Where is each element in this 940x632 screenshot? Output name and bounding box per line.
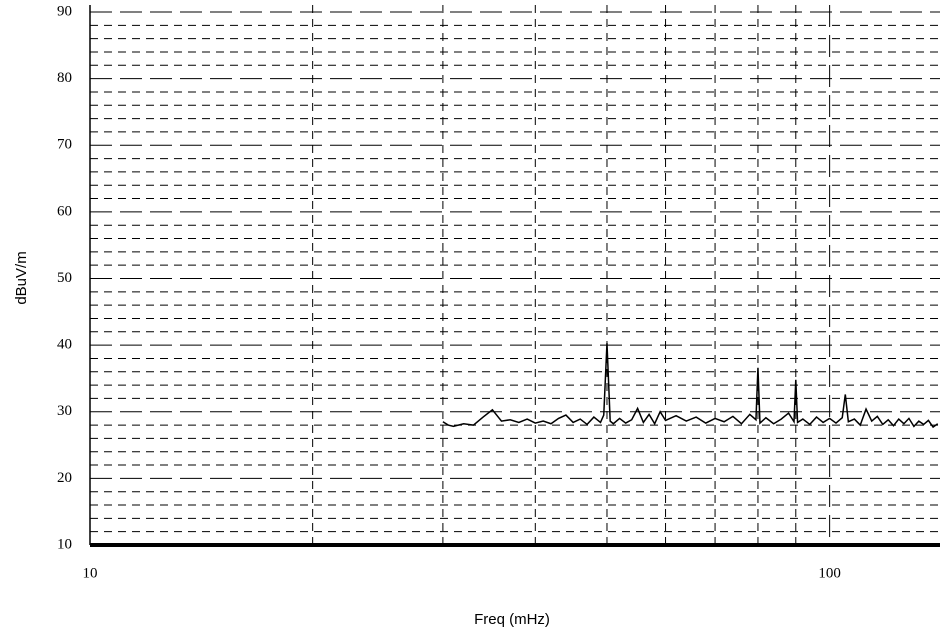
y-tick-label: 70 [57, 137, 72, 153]
y-tick-label: 80 [57, 70, 72, 86]
y-tick-label: 20 [57, 470, 72, 486]
y-tick-label: 90 [57, 3, 72, 19]
y-tick-label: 40 [57, 337, 72, 353]
y-tick-label: 30 [57, 403, 72, 419]
x-tick-label: 10 [83, 565, 98, 581]
y-tick-label: 10 [57, 536, 72, 552]
y-tick-label: 60 [57, 203, 72, 219]
y-axis-title: dBuV/m [13, 251, 30, 304]
x-axis-title: Freq (mHz) [474, 611, 550, 628]
x-tick-label: 100 [818, 565, 841, 581]
data-line [442, 343, 939, 429]
y-tick-label: 50 [57, 270, 72, 286]
